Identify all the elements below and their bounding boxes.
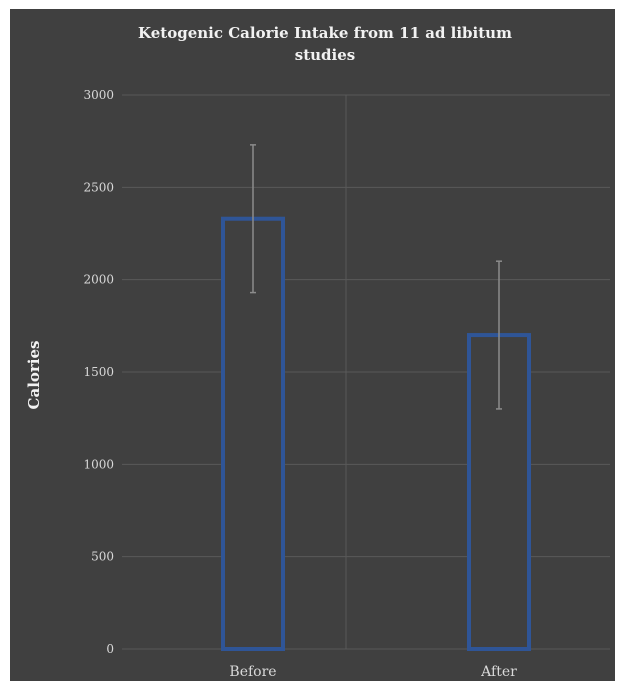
y-tick-label: 3000 bbox=[83, 88, 114, 102]
chart-title-line-1: Ketogenic Calorie Intake from 11 ad libi… bbox=[138, 24, 512, 42]
y-tick-label: 2000 bbox=[83, 273, 114, 287]
x-category-labels: Before After bbox=[229, 664, 517, 680]
y-tick-label: 1000 bbox=[83, 457, 114, 471]
chart-area: 0 500 1000 1500 2000 2500 3000 Before After Ket… bbox=[10, 9, 615, 681]
y-tick-label: 0 bbox=[106, 642, 114, 656]
gridlines bbox=[122, 94, 610, 650]
x-category-label: After bbox=[480, 664, 517, 680]
y-axis-label: Calories bbox=[25, 341, 43, 410]
bar-chart: 0 500 1000 1500 2000 2500 3000 Before After Ket… bbox=[25, 24, 610, 680]
bars bbox=[221, 144, 531, 652]
y-tick-label: 500 bbox=[91, 550, 114, 564]
y-tick-label: 2500 bbox=[83, 180, 114, 194]
chart-title-line-2: studies bbox=[295, 46, 355, 64]
x-category-label: Before bbox=[229, 664, 276, 680]
y-tick-labels: 0 500 1000 1500 2000 2500 3000 bbox=[83, 88, 114, 656]
y-tick-label: 1500 bbox=[83, 365, 114, 379]
